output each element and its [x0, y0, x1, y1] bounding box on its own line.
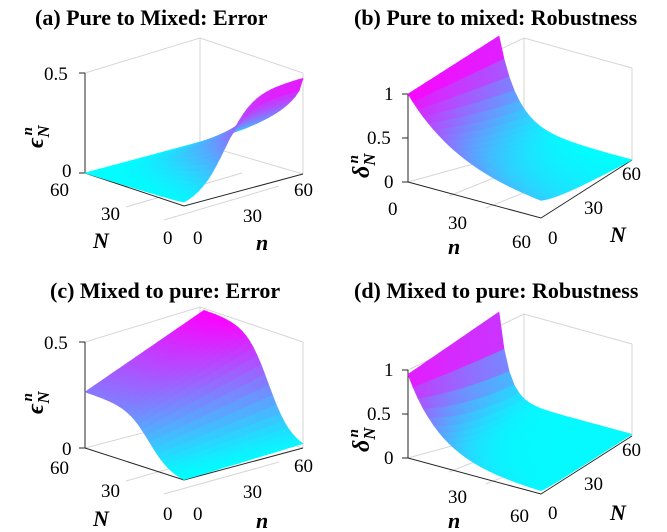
- panel-a-N-tick-60: 60: [50, 180, 69, 201]
- panel-a-z-tick-low: 0: [62, 161, 72, 182]
- panel-c: (c) Mixed to pure: Error 0.5 0 60 30 0 0…: [20, 278, 313, 532]
- panel-d-n-tick-60: 60: [510, 506, 529, 527]
- panel-a-surface: [83, 77, 304, 203]
- panel-b-zlabel: δNn: [346, 153, 379, 178]
- panel-d-n-tick-30: 30: [448, 487, 467, 508]
- panel-b-N-tick-30: 30: [584, 198, 603, 219]
- panel-b-n-tick-30: 30: [448, 213, 467, 234]
- panel-a-axes: [79, 72, 304, 207]
- surface-patch: [179, 475, 190, 481]
- panel-d-surface: [407, 311, 633, 492]
- panel-c-z-tick-high: 0.5: [44, 333, 68, 354]
- panel-b-surface: [407, 35, 633, 201]
- panel-b-z-tick-0: 0: [384, 172, 394, 193]
- panel-b-n-tick-60: 60: [512, 232, 531, 253]
- panel-c-title: (c) Mixed to pure: Error: [50, 278, 280, 303]
- panel-a-n-tick-0: 0: [193, 228, 203, 249]
- panel-c-N-tick-30: 30: [101, 481, 120, 502]
- panel-d-z-tick-05: 0.5: [367, 404, 391, 425]
- panel-b-z-tick-05: 0.5: [367, 128, 391, 149]
- panel-c-n-tick-60: 60: [294, 456, 313, 477]
- panel-c-ylabel: n: [256, 508, 268, 532]
- panel-d-box: [407, 313, 633, 458]
- panel-d-ylabel: N: [609, 500, 627, 525]
- panel-d-z-tick-0: 0: [384, 448, 394, 469]
- surface-patch: [179, 198, 190, 203]
- panel-a-zlabel: ϵNn: [20, 125, 53, 148]
- panel-c-N-tick-60: 60: [50, 458, 69, 479]
- panel-b-N-tick-60: 60: [622, 164, 641, 185]
- surface-patch: [535, 487, 546, 492]
- panel-d-title: (d) Mixed to pure: Robustness: [354, 278, 639, 303]
- panel-b-N-tick-0: 0: [548, 228, 558, 249]
- panel-c-zlabel: ϵNn: [20, 391, 53, 414]
- panel-b: (b) Pure to mixed: Robustness 1 0.5 0 0 …: [346, 5, 641, 259]
- panel-b-ylabel: N: [609, 222, 627, 247]
- panel-a-N-tick-0: 0: [163, 228, 173, 249]
- panel-d-z-tick-1: 1: [384, 360, 394, 381]
- panel-d: (d) Mixed to pure: Robustness 1 0.5 0 30…: [346, 278, 641, 532]
- panel-d-N-tick-60: 60: [622, 440, 641, 461]
- panel-b-z-tick-1: 1: [384, 84, 394, 105]
- panel-c-surface: [84, 309, 304, 481]
- panel-a-box: [84, 37, 304, 174]
- panel-a-title: (a) Pure to Mixed: Error: [35, 5, 268, 30]
- panel-b-xlabel: n: [448, 234, 460, 259]
- surface-patch: [534, 197, 546, 201]
- panel-a-xlabel: N: [92, 228, 110, 253]
- panel-b-n-tick-0: 0: [388, 199, 398, 220]
- panel-d-N-tick-30: 30: [584, 474, 603, 495]
- panel-a: (a) Pure to Mixed: Error 0.5 0 60 30 0 0…: [20, 5, 313, 255]
- panel-a-z-tick-high: 0.5: [44, 64, 68, 85]
- panel-b-box: [407, 37, 633, 182]
- panel-c-N-tick-0: 0: [163, 504, 173, 525]
- panel-a-n-tick-30: 30: [243, 206, 262, 227]
- panel-b-title: (b) Pure to mixed: Robustness: [354, 5, 638, 30]
- panel-a-ylabel: n: [256, 230, 268, 255]
- panel-c-z-tick-low: 0: [62, 439, 72, 460]
- panel-d-zlabel: δNn: [346, 427, 379, 452]
- panel-a-N-tick-30: 30: [101, 204, 120, 225]
- panel-c-xlabel: N: [92, 506, 110, 531]
- panel-d-axes: [402, 369, 633, 495]
- panel-c-n-tick-30: 30: [243, 482, 262, 503]
- panel-d-xlabel: n: [448, 508, 460, 532]
- panel-d-N-tick-0: 0: [548, 503, 558, 524]
- panel-b-axes: [402, 93, 633, 219]
- panel-a-n-tick-60: 60: [294, 180, 313, 201]
- panel-c-n-tick-0: 0: [193, 504, 203, 525]
